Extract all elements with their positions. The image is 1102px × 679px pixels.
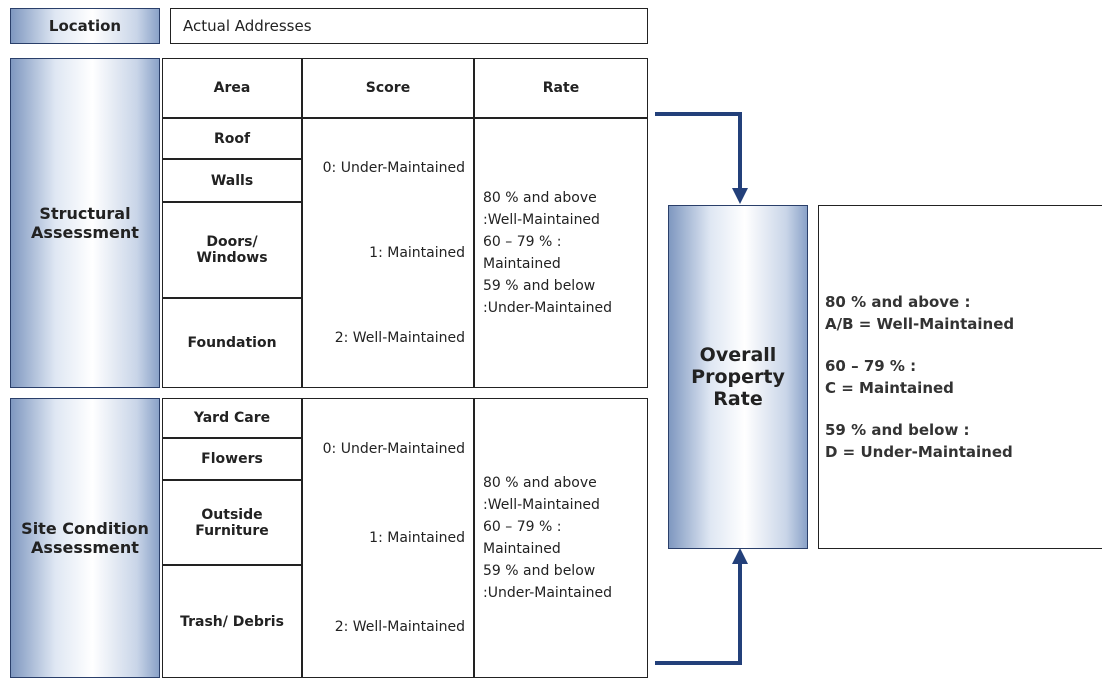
header-score: Score xyxy=(302,58,474,118)
score-text: 1: Maintained xyxy=(369,529,465,546)
rate-text: 60 – 79 % : Maintained xyxy=(483,234,562,272)
area-cell: Flowers xyxy=(162,438,302,480)
rate-cell: 80 % and above :Well-Maintained 60 – 79 %… xyxy=(474,118,648,388)
location-value: Actual Addresses xyxy=(170,8,648,44)
score-text: 0: Under-Maintained xyxy=(322,159,465,176)
location-label: Location xyxy=(10,8,160,44)
overall-rates: 80 % and above : A/B = Well-Maintained 60 … xyxy=(818,205,1102,549)
score-cell: 0: Under-Maintained 1: Maintained 2: Well-… xyxy=(302,398,474,678)
rate-line: D = Under-Maintained xyxy=(825,443,1013,461)
rate-line: 80 % and above : xyxy=(825,293,971,311)
rate-group: 60 – 79 % : C = Maintained xyxy=(825,355,1099,399)
rate-line: A/B = Well-Maintained xyxy=(825,315,1015,333)
score-cell: 0: Under-Maintained 1: Maintained 2: Well-… xyxy=(302,118,474,388)
area-cell: Trash/ Debris xyxy=(162,565,302,678)
area-cell: Walls xyxy=(162,159,302,202)
area-cell: Foundation xyxy=(162,298,302,388)
rate-text: 59 % and below :Under-Maintained xyxy=(483,563,613,601)
rate-text: 80 % and above :Well-Maintained xyxy=(483,475,600,513)
rate-text: 80 % and above :Well-Maintained xyxy=(483,190,600,228)
score-text: 0: Under-Maintained xyxy=(322,441,465,458)
header-rate: Rate xyxy=(474,58,648,118)
arrow-down xyxy=(655,112,748,204)
area-cell: Doors/ Windows xyxy=(162,202,302,298)
assessment-label: Site Condition Assessment xyxy=(10,398,160,678)
score-text: 1: Maintained xyxy=(369,244,465,261)
rate-line: 60 – 79 % : xyxy=(825,357,917,375)
assessment-label: Structural Assessment xyxy=(10,58,160,388)
rate-line: C = Maintained xyxy=(825,379,954,397)
area-cell: Yard Care xyxy=(162,398,302,438)
score-text: 2: Well-Maintained xyxy=(334,618,465,635)
rate-text: 60 – 79 % : Maintained xyxy=(483,519,562,557)
area-cell: Roof xyxy=(162,118,302,159)
area-cell: Outside Furniture xyxy=(162,480,302,565)
rate-line: 59 % and below : xyxy=(825,421,970,439)
arrow-up xyxy=(655,548,748,665)
header-area: Area xyxy=(162,58,302,118)
score-text: 2: Well-Maintained xyxy=(334,330,465,347)
rate-group: 80 % and above : A/B = Well-Maintained xyxy=(825,291,1099,335)
rate-text: 59 % and below :Under-Maintained xyxy=(483,278,613,316)
rate-cell: 80 % and above :Well-Maintained 60 – 79 %… xyxy=(474,398,648,678)
rate-group: 59 % and below : D = Under-Maintained xyxy=(825,419,1099,463)
overall-label: Overall Property Rate xyxy=(668,205,808,549)
